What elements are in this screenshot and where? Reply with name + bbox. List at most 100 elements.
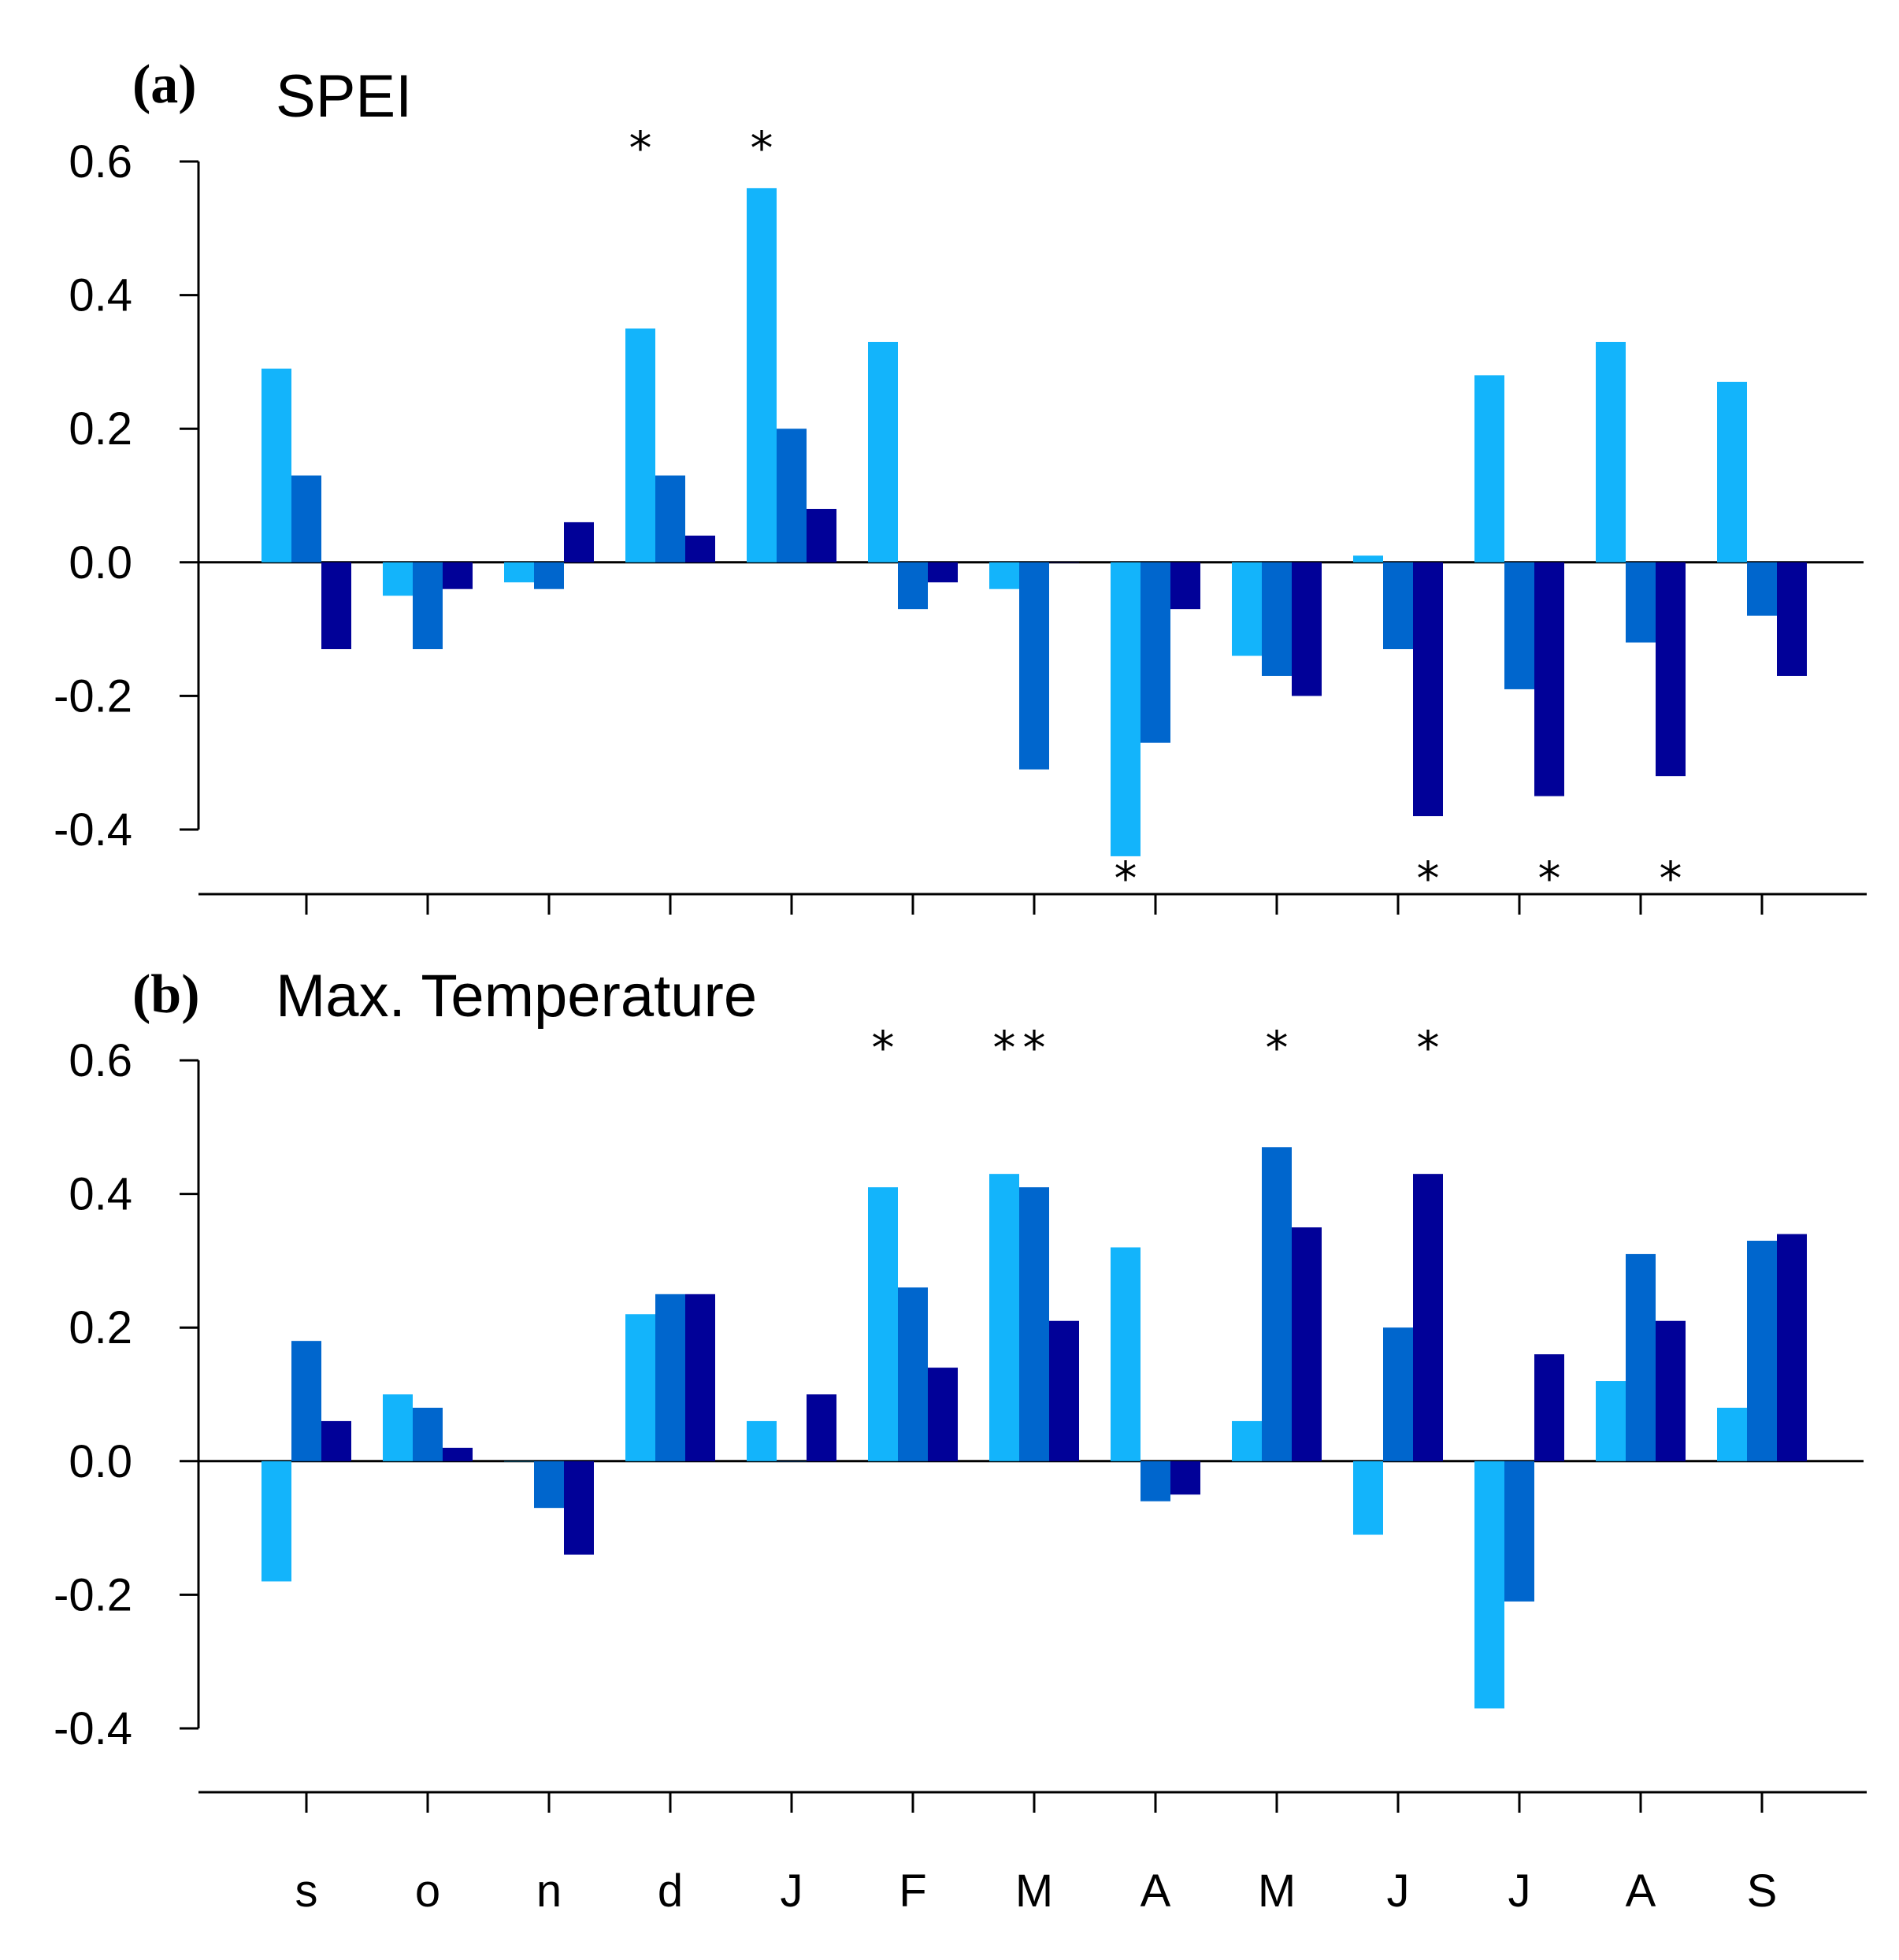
bar-series-1-3	[625, 329, 655, 562]
bar-series-2-0	[291, 1341, 321, 1461]
significance-star-bottom: *	[1660, 852, 1682, 905]
bar-series-2-4	[777, 1461, 807, 1462]
bar-series-1-7	[1111, 1247, 1141, 1461]
x-tick-label: s	[295, 1865, 318, 1917]
x-tick-label: n	[536, 1865, 562, 1917]
bar-series-1-8	[1232, 1420, 1262, 1461]
bar-series-1-10	[1474, 375, 1504, 562]
y-tick-label: 0.4	[69, 270, 132, 321]
bar-series-3-4	[807, 1394, 836, 1461]
bar-series-2-10	[1504, 1461, 1534, 1602]
bar-series-1-4	[747, 1420, 777, 1461]
bar-series-2-1	[413, 1407, 443, 1461]
x-tick-label: J	[1387, 1865, 1410, 1917]
bar-series-1-6	[989, 1174, 1019, 1461]
bar-series-1-2	[504, 562, 534, 583]
significance-star-top: *	[629, 121, 652, 175]
bar-series-1-9	[1353, 1461, 1383, 1535]
y-tick-label: -0.2	[54, 1569, 132, 1620]
bar-series-2-9	[1383, 1327, 1413, 1461]
bar-series-2-7	[1141, 562, 1170, 743]
bar-series-2-10	[1504, 562, 1534, 689]
bar-series-2-5	[898, 1287, 928, 1461]
bar-series-3-0	[321, 1420, 351, 1461]
bar-series-2-12	[1747, 1240, 1777, 1461]
bar-series-2-1	[413, 562, 443, 650]
bar-series-1-1	[383, 1394, 413, 1461]
y-tick-label: -0.2	[54, 670, 132, 722]
bar-series-1-0	[261, 1461, 291, 1582]
significance-star-bottom: *	[1538, 852, 1561, 905]
bar-series-1-7	[1111, 562, 1141, 856]
y-tick-label: -0.4	[54, 804, 132, 856]
bar-series-3-1	[443, 562, 473, 589]
y-tick-label: 0.6	[69, 1035, 132, 1086]
y-tick-label: 0.6	[69, 136, 132, 187]
bar-series-2-12	[1747, 562, 1777, 616]
bar-series-3-11	[1656, 1320, 1686, 1461]
significance-star-top: *	[751, 121, 773, 175]
x-tick-label: M	[1015, 1865, 1053, 1917]
y-tick-label: -0.4	[54, 1703, 132, 1754]
bar-series-3-6	[1049, 562, 1079, 563]
x-tick-label: o	[415, 1865, 440, 1917]
bar-series-1-8	[1232, 562, 1262, 656]
x-tick-label: F	[899, 1865, 926, 1917]
bar-series-3-3	[685, 535, 715, 562]
bar-series-2-4	[777, 429, 807, 562]
y-tick-label: 0.2	[69, 1302, 132, 1353]
bar-series-2-8	[1262, 562, 1292, 676]
bar-series-2-11	[1626, 1253, 1656, 1461]
bar-series-2-6	[1019, 562, 1049, 770]
bar-series-1-2	[504, 1461, 534, 1462]
bar-series-3-7	[1170, 1461, 1200, 1495]
significance-star-top: *	[1266, 1021, 1289, 1075]
panel-a: (a) SPEI 0.6 0.4 0.2 0.0 -0.2 -0.4 * * * * * *	[54, 54, 1867, 915]
bar-series-3-11	[1656, 562, 1686, 777]
bar-series-1-12	[1717, 381, 1747, 562]
bar-series-1-0	[261, 368, 291, 562]
bar-series-1-5	[868, 341, 898, 562]
x-tick-label: M	[1258, 1865, 1296, 1917]
bar-series-3-9	[1413, 1174, 1443, 1461]
y-tick-label: 0.4	[69, 1169, 132, 1220]
bar-series-1-9	[1353, 555, 1383, 562]
bar-series-3-5	[928, 1368, 958, 1461]
bar-series-1-11	[1596, 1381, 1626, 1461]
bar-series-3-3	[685, 1294, 715, 1461]
panel-label: (b)	[132, 964, 200, 1025]
bar-series-1-3	[625, 1314, 655, 1461]
bar-series-3-10	[1534, 1354, 1564, 1461]
x-tick-label: d	[658, 1865, 683, 1917]
x-tick-label: A	[1626, 1865, 1656, 1917]
bar-series-3-8	[1292, 1227, 1322, 1461]
bar-series-2-9	[1383, 562, 1413, 650]
bar-series-3-12	[1777, 562, 1807, 676]
significance-star-top: *	[1417, 1021, 1440, 1075]
bar-series-2-5	[898, 562, 928, 610]
bar-series-1-6	[989, 562, 1019, 589]
bar-series-3-6	[1049, 1320, 1079, 1461]
bar-series-1-5	[868, 1187, 898, 1461]
significance-star-top: *	[872, 1021, 895, 1075]
bar-series-1-1	[383, 562, 413, 596]
bar-series-1-4	[747, 187, 777, 562]
y-tick-label: 0.0	[69, 537, 132, 588]
bar-series-3-8	[1292, 562, 1322, 696]
significance-star-bottom: *	[1115, 852, 1137, 905]
bar-series-2-7	[1141, 1461, 1170, 1502]
bar-series-2-3	[655, 1294, 685, 1461]
bar-series-2-3	[655, 475, 685, 562]
bar-series-3-4	[807, 508, 836, 562]
y-tick-label: 0.0	[69, 1436, 132, 1487]
panel-title: SPEI	[276, 63, 412, 130]
x-tick-label: J	[1508, 1865, 1531, 1917]
bar-series-2-6	[1019, 1187, 1049, 1461]
significance-star-top: *	[1023, 1021, 1046, 1075]
panel-b: (b) Max. Temperature 0.6 0.4 0.2 0.0 -0.2 -0.4 *…	[54, 963, 1867, 1813]
bar-series-2-2	[534, 1461, 564, 1509]
x-tick-label: J	[781, 1865, 803, 1917]
bar-series-3-7	[1170, 562, 1200, 610]
